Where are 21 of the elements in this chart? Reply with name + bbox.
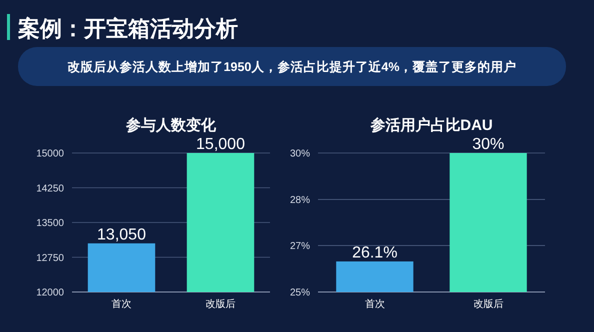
data-label: 13,050 xyxy=(97,226,146,244)
text: 案例：开宝箱活动分析 xyxy=(17,16,238,41)
y-tick-label: 15000 xyxy=(36,148,64,160)
text: 改版后从参活人数上增加了1950人，参活占比提升了近4%，覆盖了更多的用户 xyxy=(68,59,516,74)
chart-title: 参活用户占比DAU xyxy=(369,116,493,134)
y-tick-label: 12750 xyxy=(36,252,64,264)
data-label: 30% xyxy=(472,136,504,153)
x-tick-label: 改版后 xyxy=(206,298,236,310)
x-tick-label: 首次 xyxy=(112,298,132,310)
y-tick-label: 25% xyxy=(290,288,310,298)
y-tick-label: 12000 xyxy=(36,288,64,298)
y-tick-label: 28% xyxy=(290,194,310,206)
y-tick-label: 30% xyxy=(290,148,310,160)
y-tick-label: 13500 xyxy=(36,218,64,229)
x-tick-label: 首次 xyxy=(364,298,385,310)
chart-title: 参与人数变化 xyxy=(125,116,217,134)
x-tick-label: 改版后 xyxy=(473,298,504,310)
y-tick-label: 27% xyxy=(290,241,310,252)
y-tick-label: 14250 xyxy=(36,183,64,194)
data-label: 26.1% xyxy=(352,244,398,262)
data-label: 15,000 xyxy=(196,136,246,153)
